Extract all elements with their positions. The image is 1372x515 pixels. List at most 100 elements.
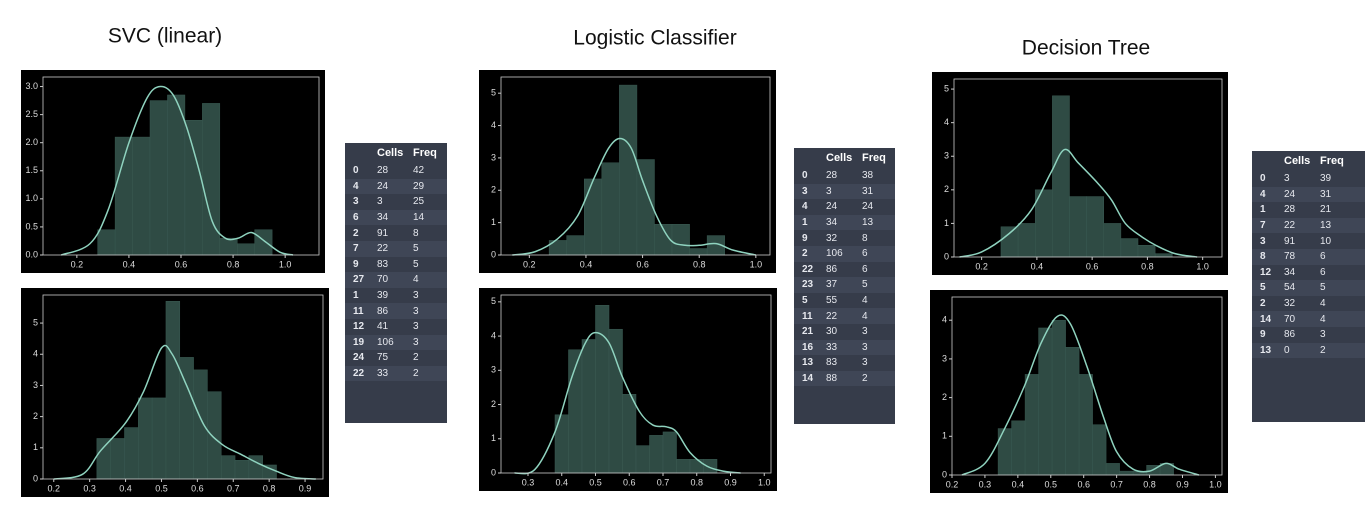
row-index: 9 [353,258,359,270]
table-row: 1 34 13 [794,214,895,231]
table-cell: 10 [1320,235,1332,247]
table-row: 9 32 8 [794,230,895,246]
table-row: 5 54 5 [1252,280,1365,296]
table-row: 23 37 5 [794,277,895,293]
bar [1000,226,1019,258]
bar [583,178,603,256]
header-cell: Cells [377,147,404,159]
chart: 0 1 2 3 4 0.2 0.3 0.4 0.5 0.6 0.7 0.8 0.9 1.0 [930,290,1228,493]
x-tick-label: 0.9 [299,483,312,493]
table-cell: 3 [413,290,419,302]
y-tick-label: 4 [33,349,38,359]
bar [167,94,186,256]
kde-line [514,331,741,475]
row-index: 13 [1260,344,1272,356]
row-index: 9 [802,232,808,244]
y-tick-label: 4 [491,120,496,130]
y-tick-label: 5 [944,83,949,93]
x-tick-label: 0.2 [523,259,536,269]
x-tick-label: 1.0 [279,259,292,269]
table-cell: 39 [1320,173,1332,185]
bar [689,248,708,256]
table-cell: 5 [413,258,419,270]
x-tick-label: 0.6 [191,483,204,493]
table-row: 21 30 3 [794,324,895,340]
bar [149,100,168,256]
bar [236,243,255,256]
bar [165,300,181,480]
row-index: 3 [802,185,808,197]
table-cell: 2 [1320,344,1326,356]
bar [151,397,167,480]
bar [132,136,151,256]
bar [619,84,638,256]
row-index: 11 [802,310,813,322]
x-tick-label: 0.8 [693,259,706,269]
x-tick-label: 0.5 [589,477,602,487]
chart: 0 1 2 3 4 5 0.2 0.3 0.4 0.5 0.6 0.7 0.8 0.9 [21,288,329,497]
row-index: 24 [353,352,365,364]
y-tick-label: 0 [491,467,496,477]
bar [124,427,139,480]
table-cell: 21 [1320,204,1332,216]
x-tick-label: 0.6 [623,477,636,487]
table-cell: 3 [862,341,868,353]
table-cell: 8 [413,227,419,239]
bar [1038,327,1053,476]
table-cell: 88 [826,373,838,385]
table-row: 13 83 3 [794,355,895,371]
table-cell: 3 [826,185,832,197]
row-index: 0 [353,165,359,177]
table-cell: 3 [862,326,868,338]
bar [649,435,664,474]
x-tick-label: 0.3 [522,477,535,487]
table-cell: 28 [826,170,838,182]
table-cell: 37 [826,279,838,291]
row-index: 2 [1260,298,1266,310]
table-cell: 2 [413,368,419,380]
table-row: 11 22 4 [794,308,895,324]
y-tick-label: 1 [944,218,949,228]
x-tick-label: 0.2 [975,261,988,271]
x-tick-label: 0.9 [1176,479,1189,489]
row-index: 2 [353,227,359,239]
kde-line [53,344,316,480]
table-row: 8 78 6 [1252,248,1365,265]
x-tick-label: 0.8 [1141,261,1154,271]
table-cell: 6 [862,263,868,275]
header-cell: Cells [826,152,853,164]
table-cell: 41 [377,321,389,333]
model-title: SVC (linear) [108,25,222,48]
y-tick-label: 3 [942,353,947,363]
header-cell: Freq [413,147,437,159]
bar [1078,374,1093,476]
frequency-table: Cells Freq 0 3 39 4 24 31 1 28 21 7 22 13 3 91 10 8 78 6 12 3… [1252,151,1365,422]
x-tick-label: 0.4 [119,483,132,493]
table-cell: 22 [826,310,838,322]
table-cell: 28 [1284,204,1296,216]
table-cell: 24 [862,201,874,213]
table-cell: 13 [862,217,874,229]
bar [1154,253,1173,258]
chart: 0 1 2 3 4 5 0.3 0.4 0.5 0.6 0.7 0.8 0.9 1.0 [479,288,777,491]
table-cell: 34 [1284,266,1296,278]
y-tick-label: 0 [942,469,947,479]
model-title: Decision Tree [1022,37,1150,60]
y-tick-label: 1.5 [25,165,38,175]
table-cell: 70 [377,274,389,286]
y-tick-label: 4 [491,330,496,340]
chart: 0 1 2 3 4 5 0.2 0.4 0.6 0.8 1.0 [932,72,1228,275]
bar [1051,319,1066,476]
x-tick-label: 1.0 [1196,261,1209,271]
bar [1024,374,1039,476]
table-row: 9 86 3 [1252,327,1365,343]
table-row: 1 28 21 [1252,202,1365,218]
table-row: 4 24 24 [794,199,895,215]
table-cell: 6 [862,248,868,260]
bar [554,414,569,474]
table-cell: 6 [1320,251,1326,263]
y-tick-label: 2.5 [25,109,38,119]
bar [635,445,650,474]
table-row: 24 75 2 [345,350,447,366]
